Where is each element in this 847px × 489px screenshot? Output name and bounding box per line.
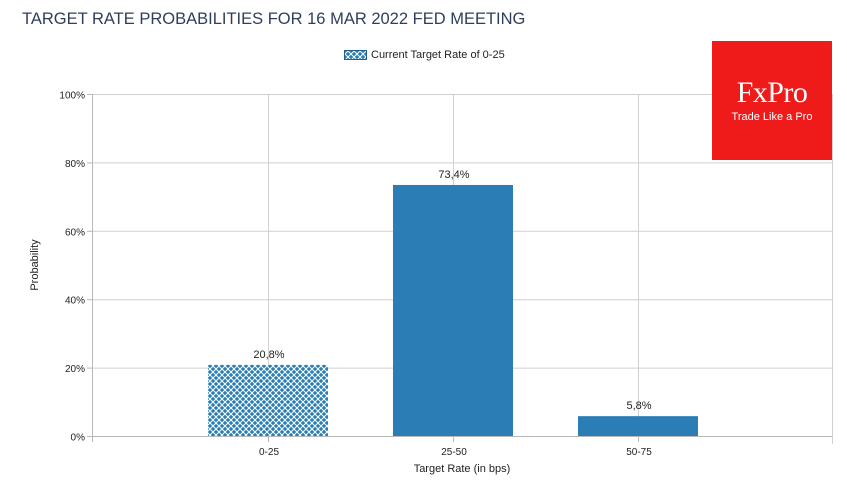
y-tick-label: 20% <box>65 364 85 375</box>
chart-title: TARGET RATE PROBABILITIES FOR 16 MAR 202… <box>22 10 526 28</box>
fxpro-logo: FxPro Trade Like a Pro <box>712 41 832 160</box>
y-tick-label: 100% <box>59 91 85 102</box>
y-tick-label: 0% <box>71 433 86 444</box>
data-label: 73,4% <box>438 169 469 181</box>
legend-label: Current Target Rate of 0-25 <box>371 49 505 61</box>
y-axis-label: Probability <box>29 239 41 291</box>
y-tick-label: 40% <box>65 296 85 307</box>
bar-50-75 <box>578 416 698 436</box>
data-label: 20,8% <box>253 349 284 361</box>
bars <box>208 184 698 436</box>
bar-0-25 <box>208 364 328 436</box>
bar-25-50 <box>393 184 513 436</box>
x-axis-label: Target Rate (in bps) <box>414 463 511 475</box>
x-tick-label: 25-50 <box>441 447 467 458</box>
logo-brand: FxPro <box>736 76 808 109</box>
axes <box>87 94 832 442</box>
labels: 0% 20% 40% 60% 80% 100% 20,8% 0-25 73,4% 25-50 5,8… <box>59 91 652 459</box>
x-tick-label: 50-75 <box>626 447 652 458</box>
y-tick-label: 80% <box>65 159 85 170</box>
x-tick-label: 0-25 <box>259 447 279 458</box>
legend: Current Target Rate of 0-25 <box>344 49 505 61</box>
logo-tagline: Trade Like a Pro <box>731 111 813 123</box>
y-tick-label: 60% <box>65 227 85 238</box>
data-label: 5,8% <box>626 400 651 412</box>
legend-swatch-hatched <box>344 50 367 60</box>
